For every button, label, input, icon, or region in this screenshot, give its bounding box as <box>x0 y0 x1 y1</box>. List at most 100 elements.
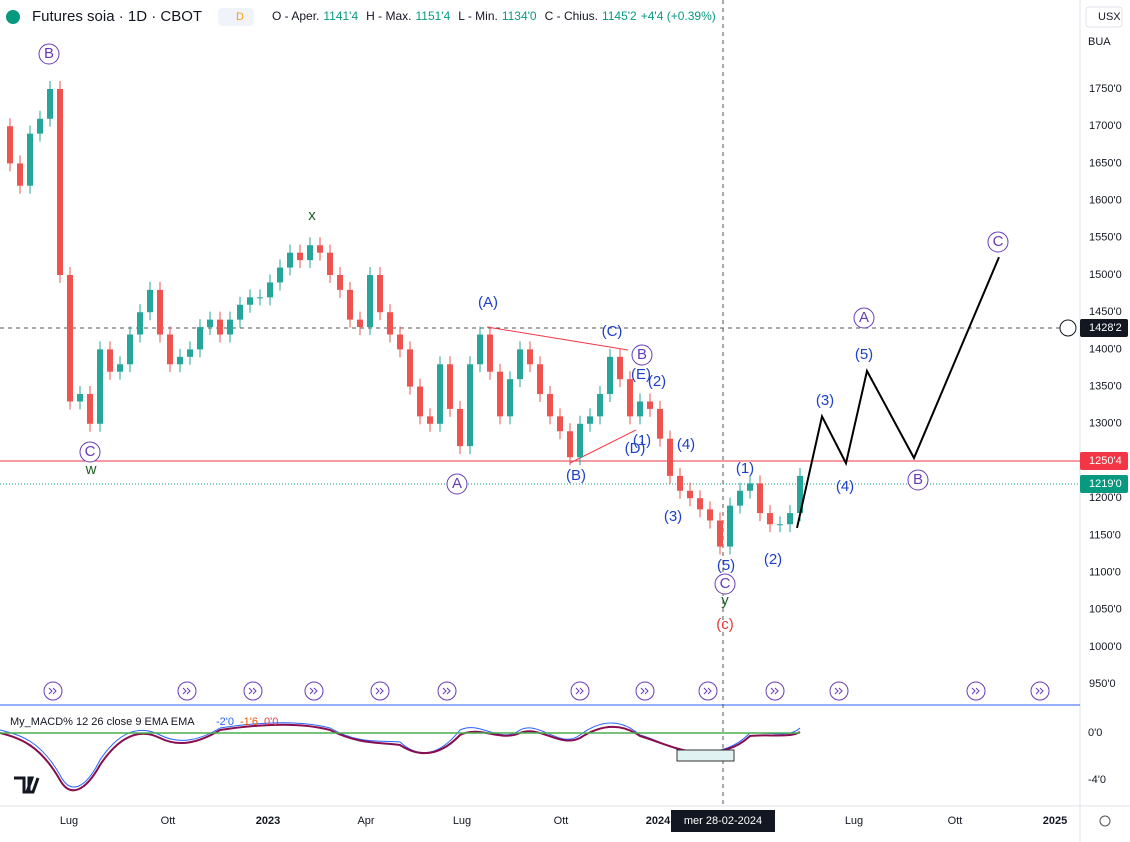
wave-label: C <box>720 575 731 592</box>
candle <box>127 334 133 365</box>
event-arrow <box>770 687 779 695</box>
wave-label: (1) <box>736 460 754 477</box>
candle <box>147 289 153 313</box>
symbol-title: Futures soia · 1D · CBOT <box>32 8 202 25</box>
wave-circle <box>38 43 60 65</box>
time-label: Ott <box>554 815 569 827</box>
wave-circle <box>987 231 1009 253</box>
wave-label: (D) <box>625 440 646 457</box>
candle <box>437 364 443 424</box>
candle <box>327 252 333 275</box>
ohlc-value: 1141'4 <box>323 9 358 23</box>
event-icon[interactable] <box>43 681 63 701</box>
candle <box>417 386 423 417</box>
candle <box>137 312 143 335</box>
wave-label: B <box>637 346 647 363</box>
currency-button[interactable] <box>1085 6 1123 28</box>
price-label: 1000'0 <box>1089 641 1122 653</box>
candle <box>687 490 693 499</box>
event-icon[interactable] <box>1030 681 1050 701</box>
event-icon[interactable] <box>829 681 849 701</box>
candle <box>677 475 683 491</box>
candle <box>37 118 43 134</box>
wave-label: (3) <box>664 508 682 525</box>
price-label: 1400'0 <box>1089 343 1122 355</box>
time-label: Apr <box>357 815 374 827</box>
time-label: Lug <box>60 815 78 827</box>
event-arrow <box>248 687 257 695</box>
ohlc-label: H - Max. <box>366 9 411 23</box>
event-icon[interactable] <box>304 681 324 701</box>
price-badge-text: 1250'4 <box>1089 455 1122 467</box>
event-icon[interactable] <box>570 681 590 701</box>
candle <box>117 364 123 372</box>
time-label: 2025 <box>1043 815 1067 827</box>
time-cursor: mer 28-02-2024 <box>684 815 762 827</box>
wave-label: B <box>44 45 54 62</box>
candle <box>497 371 503 417</box>
candle <box>307 245 313 261</box>
candle <box>657 408 663 439</box>
candle <box>577 423 583 458</box>
projection <box>796 256 1000 529</box>
event-icon[interactable] <box>966 681 986 701</box>
triangle-line <box>486 326 629 351</box>
candle <box>617 356 623 380</box>
ohlc-label: L - Min. <box>458 9 498 23</box>
candle <box>427 416 433 424</box>
candle <box>347 289 353 320</box>
candle <box>7 126 13 164</box>
candle <box>527 349 533 365</box>
candle <box>467 364 473 447</box>
event-icon[interactable] <box>437 681 457 701</box>
candle <box>107 349 113 372</box>
candle <box>797 475 803 514</box>
candle <box>377 275 383 313</box>
candle <box>537 364 543 395</box>
currency: USX <box>1098 11 1121 23</box>
candle <box>367 275 373 328</box>
candle <box>507 379 513 417</box>
candle <box>757 483 763 514</box>
event-icon[interactable] <box>177 681 197 701</box>
settings[interactable] <box>1099 815 1111 827</box>
wave-label: (4) <box>677 436 695 453</box>
event-icon[interactable] <box>370 681 390 701</box>
candle <box>217 319 223 335</box>
candle <box>157 289 163 335</box>
event-icon[interactable] <box>635 681 655 701</box>
candle <box>597 394 603 417</box>
logo-mark <box>14 776 40 794</box>
event-arrow <box>182 687 191 695</box>
wave-label: (5) <box>717 557 735 574</box>
add-button[interactable] <box>1059 319 1077 337</box>
wave-circle <box>446 473 468 495</box>
candle <box>187 349 193 357</box>
event-icon[interactable] <box>698 681 718 701</box>
candle <box>707 509 713 521</box>
candle <box>357 319 363 328</box>
wave-label: y <box>721 592 729 609</box>
wave-label: (2) <box>648 373 666 390</box>
wave-label: (C) <box>602 323 623 340</box>
candle <box>487 334 493 372</box>
candle <box>27 133 33 186</box>
candle <box>777 524 783 526</box>
candle <box>517 349 523 380</box>
event-arrow <box>834 687 843 695</box>
wave-label: C <box>85 443 96 460</box>
event-icon[interactable] <box>243 681 263 701</box>
event-arrow <box>703 687 712 695</box>
price-label: 1600'0 <box>1089 195 1122 207</box>
time-label: 2023 <box>256 815 280 827</box>
badge[interactable] <box>218 8 254 26</box>
candle <box>297 252 303 261</box>
candle <box>747 483 753 491</box>
time-label: Lug <box>845 815 863 827</box>
candle <box>47 89 53 119</box>
price-badge <box>1080 475 1128 493</box>
ohlc-label: O - Aper. <box>272 9 319 23</box>
event-arrow <box>375 687 384 695</box>
event-icon[interactable] <box>765 681 785 701</box>
